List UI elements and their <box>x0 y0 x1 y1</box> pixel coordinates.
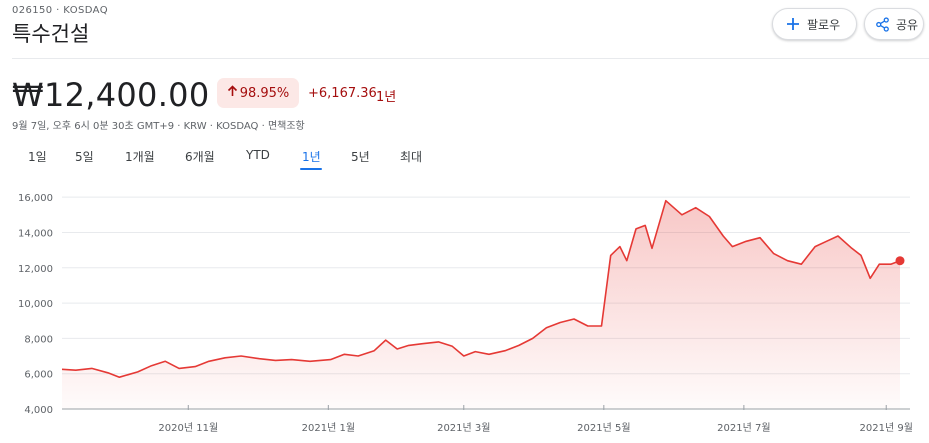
plus-icon <box>785 16 801 32</box>
x-tick-label: 2021년 1월 <box>302 422 355 434</box>
follow-label: 팔로우 <box>807 17 841 32</box>
y-tick-label: 6,000 <box>24 370 53 381</box>
tab-6m[interactable]: 6개월 <box>185 150 215 164</box>
y-tick-label: 10,000 <box>18 299 53 310</box>
last-price-dot <box>895 256 905 266</box>
change-period: 1년 <box>376 90 397 105</box>
y-tick-label: 8,000 <box>24 334 53 345</box>
price-area <box>62 200 900 409</box>
y-tick-label: 16,000 <box>18 193 53 204</box>
share-icon <box>874 16 890 32</box>
tab-1d[interactable]: 1일 <box>28 150 47 164</box>
quote-meta: 9월 7일, 오후 6시 0분 30초 GMT+9 · KRW · KOSDAQ… <box>12 121 305 132</box>
active-tab-indicator <box>300 168 322 170</box>
x-tick-label: 2021년 3월 <box>437 422 490 434</box>
tab-5y[interactable]: 5년 <box>351 150 370 164</box>
tab-max[interactable]: 최대 <box>400 150 423 164</box>
tab-1m[interactable]: 1개월 <box>125 150 155 164</box>
x-tick-label: 2020년 11월 <box>158 422 218 434</box>
x-tick-label: 2021년 7월 <box>717 422 770 434</box>
y-tick-label: 14,000 <box>18 228 53 239</box>
current-price: ₩12,400.00 <box>12 76 210 114</box>
tab-5d[interactable]: 5일 <box>75 150 94 164</box>
company-name: 특수건설 <box>12 22 90 46</box>
change-absolute: +6,167.36 <box>308 86 377 101</box>
ticker-label: 026150 · KOSDAQ <box>12 5 108 16</box>
tab-1y[interactable]: 1년 <box>302 150 321 164</box>
x-tick-label: 2021년 5월 <box>577 422 630 434</box>
share-label: 공유 <box>896 17 919 32</box>
change-percent-value: 98.95% <box>239 85 290 101</box>
y-tick-label: 4,000 <box>24 405 53 416</box>
x-tick-label: 2021년 9월 <box>860 422 913 434</box>
header-divider <box>12 58 929 59</box>
follow-button[interactable]: 팔로우 <box>772 8 857 40</box>
change-percent-badge: 98.95% <box>217 78 299 108</box>
price-line <box>61 199 901 378</box>
y-tick-label: 12,000 <box>18 264 53 275</box>
share-button[interactable]: 공유 <box>864 8 924 40</box>
range-tabs: 1일 5일 1개월 6개월 YTD 1년 5년 최대 <box>0 148 929 172</box>
arrow-up-icon <box>227 85 238 101</box>
price-chart: 4,0006,0008,00010,00012,00014,00016,000 … <box>18 193 913 434</box>
tab-ytd[interactable]: YTD <box>246 148 270 162</box>
